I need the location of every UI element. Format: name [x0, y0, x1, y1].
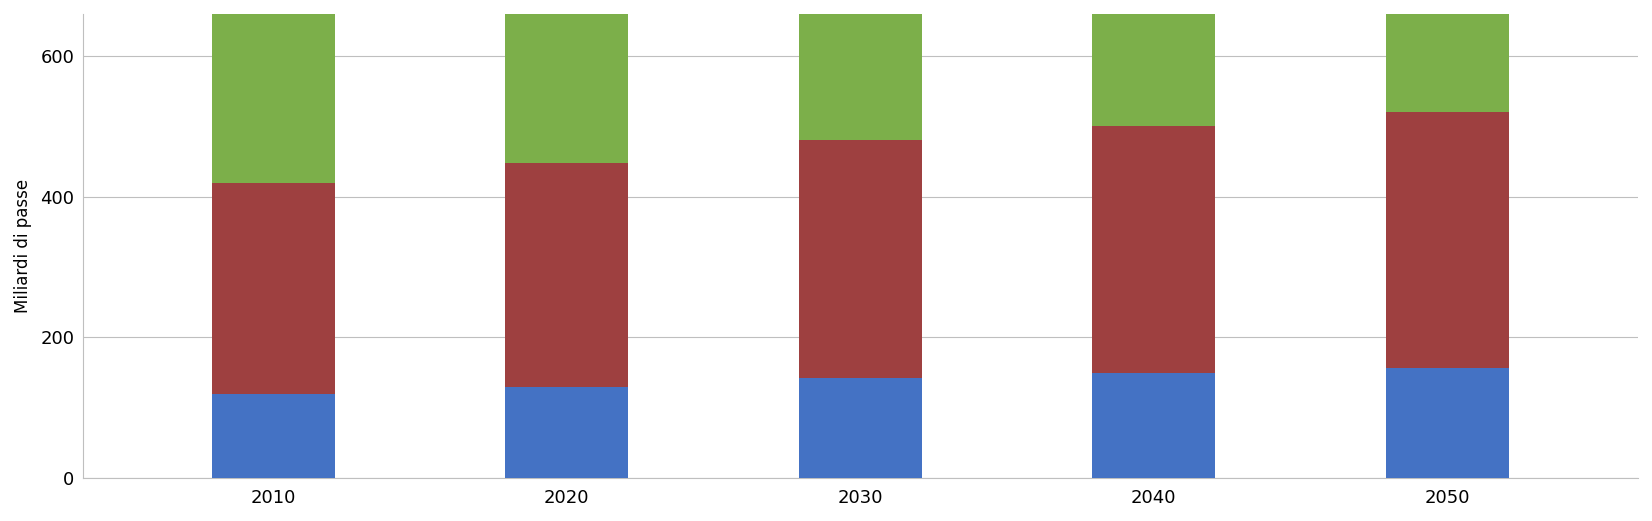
Bar — [211, 394, 335, 478]
Bar — [798, 0, 922, 141]
Bar — [1092, 0, 1216, 127]
Bar — [1092, 127, 1216, 373]
Bar — [798, 378, 922, 478]
Bar — [1386, 368, 1508, 478]
Y-axis label: Miliardi di passe: Miliardi di passe — [13, 179, 31, 313]
Bar — [211, 183, 335, 394]
Bar — [1386, 0, 1508, 113]
Bar — [506, 0, 628, 163]
Bar — [506, 163, 628, 387]
Bar — [1092, 373, 1216, 478]
Bar — [506, 387, 628, 478]
Bar — [1386, 113, 1508, 368]
Bar — [798, 141, 922, 378]
Bar — [211, 0, 335, 183]
